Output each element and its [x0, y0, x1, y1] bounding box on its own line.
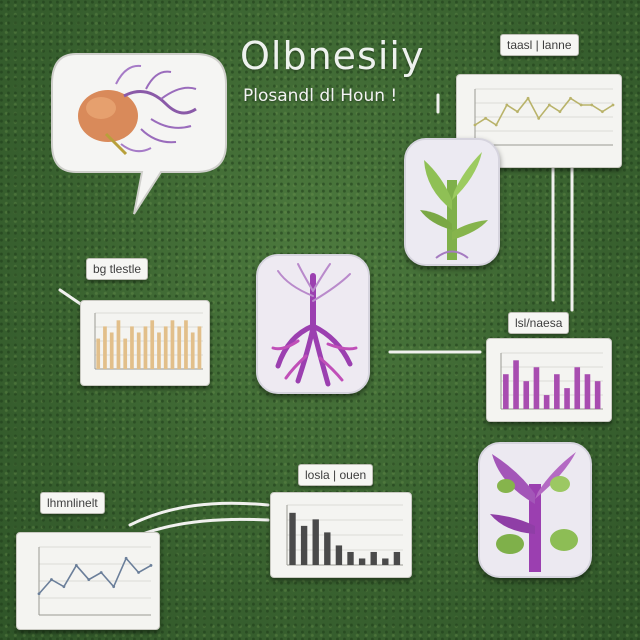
chart-card-right	[486, 338, 612, 422]
green-plant-illustration	[406, 140, 498, 264]
bar	[143, 326, 148, 369]
data-point	[569, 96, 572, 100]
data-point	[99, 571, 103, 574]
bar	[347, 551, 354, 565]
bar	[335, 545, 343, 565]
page-subtitle: Plosandl dl Houn !	[243, 86, 398, 106]
bar	[103, 326, 107, 369]
page-title: Olbnesiiy	[240, 34, 425, 78]
line-chart-top-right	[473, 88, 615, 146]
data-point	[50, 578, 53, 581]
bar	[109, 332, 114, 369]
bar	[150, 320, 155, 369]
bar	[574, 367, 581, 409]
purple-root-illustration	[258, 256, 368, 392]
speech-bubble	[51, 53, 227, 215]
data-point	[494, 123, 498, 127]
bar	[312, 519, 319, 565]
connector-line	[58, 288, 84, 307]
bar	[300, 525, 308, 565]
bar	[503, 374, 509, 409]
data-point	[547, 103, 551, 107]
series-line	[474, 96, 614, 127]
data-point	[600, 110, 604, 114]
data-point	[484, 116, 488, 120]
data-point	[473, 123, 477, 127]
bar	[533, 367, 540, 409]
bar	[523, 381, 530, 409]
bar	[370, 551, 377, 565]
bar	[197, 326, 202, 369]
plant-image-top	[404, 138, 500, 266]
data-point	[611, 103, 615, 107]
bar-chart-left	[94, 312, 203, 370]
chart-card-bottom-mid	[270, 492, 412, 578]
connector-line	[128, 501, 270, 527]
bar	[358, 558, 366, 565]
bar	[136, 332, 141, 369]
bar	[382, 558, 389, 565]
line-chart-bottom-left	[37, 546, 153, 616]
data-point	[579, 103, 583, 107]
bar	[163, 326, 168, 369]
bar	[584, 374, 591, 409]
bar	[130, 326, 134, 369]
label-bottom-mid: losla | ouen	[298, 464, 374, 486]
bar	[554, 374, 560, 409]
chart-card-left	[80, 300, 210, 386]
data-point	[62, 585, 66, 589]
bar	[543, 395, 550, 409]
data-point	[590, 103, 594, 107]
data-point	[74, 564, 78, 567]
data-point	[526, 96, 530, 100]
data-point	[112, 585, 116, 589]
label-right-mid: lsl/naesa	[508, 312, 570, 334]
data-point	[505, 103, 509, 107]
series-line	[38, 556, 152, 595]
bar	[594, 381, 601, 409]
label-left-mid: bg tlestle	[86, 258, 149, 280]
purple-plant-illustration	[480, 444, 590, 576]
bar-chart-right	[500, 352, 603, 410]
data-point	[137, 571, 140, 574]
bar	[190, 332, 195, 369]
data-point	[537, 116, 541, 120]
bar-chart-bottom-mid	[286, 504, 403, 566]
bar	[170, 320, 175, 369]
chart-card-bottom-left	[16, 532, 160, 630]
bar	[123, 338, 128, 369]
bar	[324, 532, 331, 565]
plant-image-bottom	[478, 442, 592, 578]
data-point	[516, 110, 519, 114]
connector-line	[138, 517, 270, 537]
label-bottom-left: lhmnlinelt	[40, 492, 105, 514]
organ-illustration	[78, 64, 197, 156]
label-top-right: taasl | lanne	[500, 34, 579, 56]
bar	[96, 338, 101, 369]
data-point	[149, 564, 153, 567]
bar	[157, 332, 161, 369]
bar	[177, 326, 182, 369]
bar	[393, 551, 401, 565]
data-point	[558, 110, 562, 114]
bar	[289, 512, 296, 565]
root-image-center	[256, 254, 370, 394]
data-point	[87, 578, 91, 581]
data-point	[124, 556, 128, 560]
bar	[513, 360, 519, 409]
bar	[184, 320, 188, 369]
bar	[564, 388, 570, 409]
data-point	[37, 592, 41, 596]
bar	[116, 320, 121, 369]
